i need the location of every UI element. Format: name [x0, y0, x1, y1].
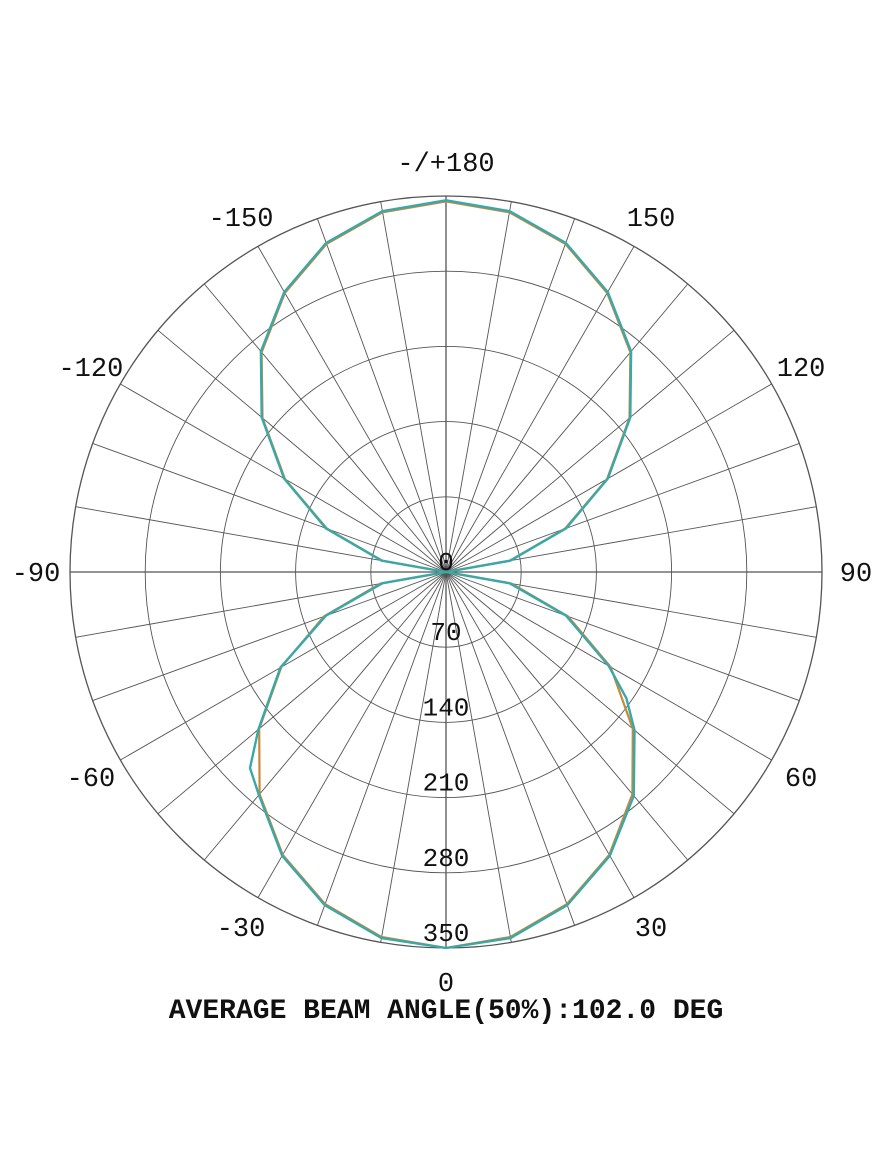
angle-tick-m150: -150 — [209, 205, 274, 235]
spoke-290 — [92, 571, 447, 702]
radial-tick-210: 210 — [423, 769, 470, 799]
spoke-220 — [203, 283, 447, 573]
spoke-10 — [445, 571, 512, 943]
spoke-20 — [445, 571, 576, 926]
angle-tick-150: 150 — [627, 205, 676, 235]
angle-tick-m90: -90 — [12, 560, 61, 590]
angle-tick-90: 90 — [840, 560, 872, 590]
spoke-170 — [445, 201, 512, 573]
spoke-110 — [445, 442, 800, 573]
ring-70 — [370, 496, 522, 648]
spoke-200 — [316, 218, 447, 573]
ring-140 — [295, 421, 597, 723]
spoke-310 — [157, 571, 447, 815]
angle-tick-m30: -30 — [217, 915, 266, 945]
spoke-40 — [445, 571, 689, 861]
radial-tick-350: 350 — [423, 919, 470, 949]
spoke-330 — [257, 571, 447, 898]
radial-tick-70: 70 — [430, 618, 461, 648]
spoke-150 — [445, 246, 635, 573]
ring-210 — [219, 345, 673, 799]
spoke-350 — [380, 571, 447, 943]
angle-tick-180: -/+180 — [397, 150, 494, 180]
spoke-210 — [257, 246, 447, 573]
spoke-230 — [157, 329, 447, 573]
radial-tick-280: 280 — [423, 844, 470, 874]
angle-tick-m120: -120 — [58, 355, 123, 385]
ring-280 — [144, 270, 748, 874]
spoke-130 — [445, 329, 735, 573]
spoke-320 — [203, 571, 447, 861]
spoke-50 — [445, 571, 735, 815]
angle-tick-m60: -60 — [67, 765, 116, 795]
radial-tick-140: 140 — [423, 693, 470, 723]
angle-tick-120: 120 — [777, 355, 826, 385]
angle-tick-0: 0 — [438, 970, 454, 1000]
spoke-160 — [445, 218, 576, 573]
spoke-250 — [92, 442, 447, 573]
series-group — [248, 199, 636, 950]
spoke-190 — [380, 201, 447, 573]
spoke-340 — [316, 571, 447, 926]
beam-angle-footer: AVERAGE BEAM ANGLE(50%):102.0 DEG — [169, 996, 724, 1027]
spoke-30 — [445, 571, 635, 898]
angle-tick-30: 30 — [635, 915, 667, 945]
spoke-70 — [445, 571, 800, 702]
angle-tick-60: 60 — [785, 765, 817, 795]
tick-labels: 0 30 60 90 120 150 -/+180 -150 -120 -90 -60 -30 0 70 1… — [12, 150, 873, 1000]
spoke-140 — [445, 283, 689, 573]
radial-tick-0: 0 — [438, 548, 454, 578]
series-2-line — [248, 199, 636, 950]
